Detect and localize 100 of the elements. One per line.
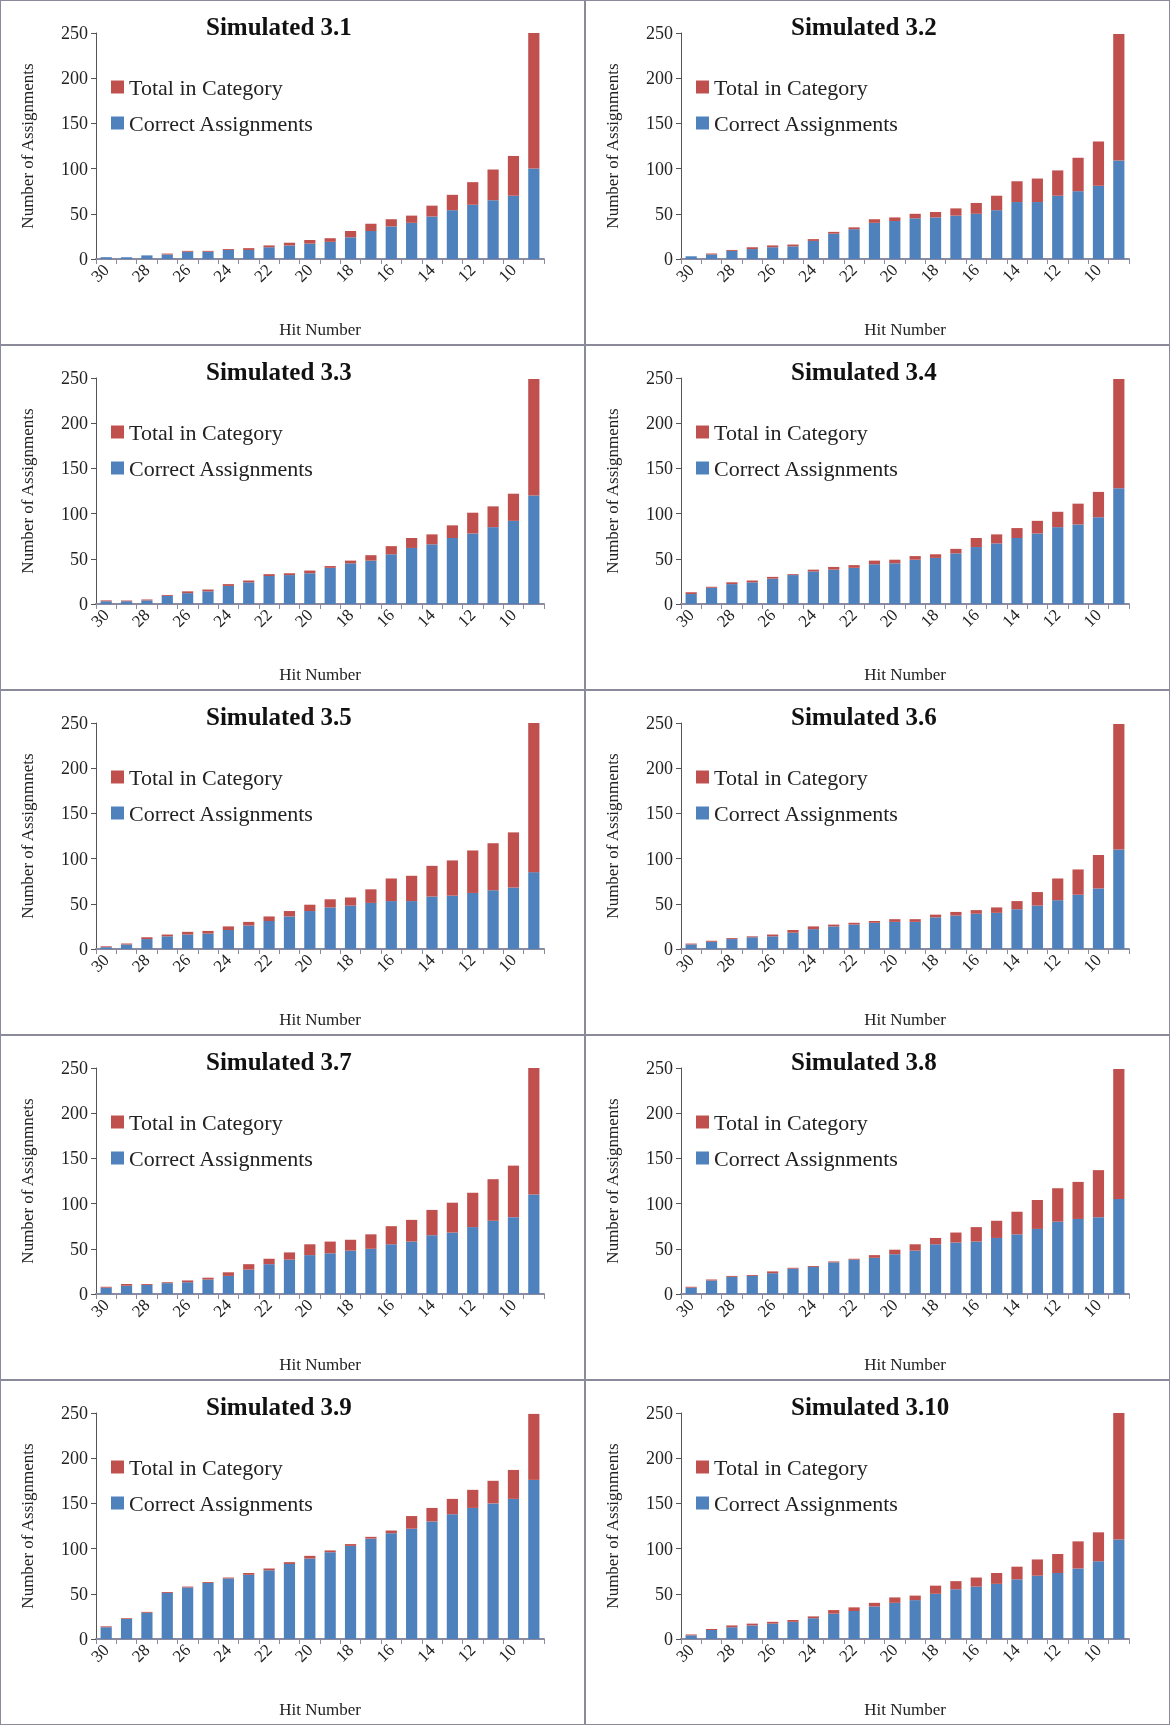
bar (929, 211, 942, 218)
x-tick-label: 20 (291, 950, 317, 976)
bar (202, 251, 214, 259)
bar (1113, 1413, 1125, 1540)
bar (467, 512, 479, 534)
x-tick-label: 20 (876, 950, 902, 976)
y-tick-label: 150 (61, 1148, 88, 1169)
bar (487, 200, 499, 259)
y-tick-label: 100 (646, 848, 673, 869)
bar (1113, 849, 1125, 949)
bar (161, 595, 173, 604)
bar (787, 932, 799, 949)
bar (950, 208, 962, 216)
bar (929, 1244, 942, 1294)
bar (1011, 181, 1023, 203)
bar (446, 1232, 458, 1294)
y-tick-label: 250 (646, 1403, 673, 1423)
x-tick-label: 26 (168, 1640, 195, 1666)
bar (848, 924, 860, 949)
bar (705, 941, 718, 949)
y-tick-label: 150 (646, 113, 673, 134)
x-tick-label: 10 (1079, 1295, 1106, 1321)
x-tick-label: 30 (672, 260, 698, 286)
bar (324, 241, 336, 259)
bar (182, 1587, 194, 1639)
bar (365, 560, 377, 604)
bar (263, 1570, 275, 1639)
bar (406, 547, 418, 604)
bar (746, 582, 758, 604)
x-tick-label: 28 (713, 1640, 739, 1666)
bar (507, 155, 520, 196)
chart-title: Simulated 3.4 (791, 358, 938, 385)
bar (848, 565, 860, 568)
bar (202, 591, 214, 604)
bar (182, 1282, 194, 1294)
bar (909, 559, 921, 604)
bar (807, 929, 819, 949)
bar (344, 230, 357, 238)
y-tick-label: 0 (79, 939, 88, 959)
bar (950, 1232, 962, 1243)
x-tick-label: 22 (250, 1295, 276, 1321)
bar (446, 860, 458, 896)
x-tick-label: 18 (916, 260, 943, 286)
x-tick-label: 26 (168, 260, 195, 286)
bar (685, 944, 697, 949)
bar (263, 1258, 275, 1265)
bar (950, 1581, 962, 1590)
bar (406, 875, 418, 902)
bar (868, 222, 881, 259)
x-tick-label: 14 (998, 949, 1025, 976)
bar (1031, 905, 1043, 949)
bar (426, 1507, 438, 1522)
bar (991, 195, 1003, 211)
bar (1031, 178, 1043, 203)
bar (889, 221, 901, 259)
legend-label: Total in Category (714, 1109, 868, 1135)
bar (970, 202, 982, 214)
legend-label: Total in Category (714, 74, 868, 100)
x-tick-label: 30 (672, 1295, 698, 1321)
x-tick-label: 20 (876, 260, 902, 286)
bar (467, 1489, 479, 1508)
bar (787, 246, 799, 259)
y-tick-label: 100 (61, 1538, 88, 1559)
bar (848, 1607, 860, 1611)
y-tick-label: 50 (70, 1238, 88, 1259)
bar (685, 1287, 697, 1294)
x-tick-label: 30 (87, 950, 113, 976)
x-tick-label: 18 (331, 260, 358, 286)
legend-label: Total in Category (714, 419, 868, 445)
legend-label: Total in Category (129, 1454, 283, 1480)
y-tick-label: 200 (646, 758, 673, 779)
bar (426, 896, 438, 949)
y-tick-label: 150 (61, 803, 88, 824)
bar (746, 1625, 758, 1639)
y-tick-label: 250 (61, 23, 88, 43)
bar (344, 237, 357, 259)
bar (344, 905, 357, 949)
y-tick-label: 50 (655, 893, 673, 914)
x-tick-label: 20 (876, 1640, 902, 1666)
bar (304, 904, 316, 912)
bar (828, 1613, 840, 1639)
bar (970, 538, 982, 548)
chart-title: Simulated 3.6 (791, 703, 937, 730)
bar (385, 546, 397, 555)
bar (1092, 1561, 1105, 1639)
bar (283, 1252, 296, 1260)
bar (868, 1606, 881, 1639)
bar (304, 1558, 316, 1639)
bar (950, 911, 962, 916)
bar (487, 890, 499, 949)
bar (970, 1227, 982, 1242)
bar (222, 1578, 234, 1639)
bar (141, 939, 153, 949)
y-tick-label: 100 (61, 158, 88, 179)
bar (889, 1602, 901, 1639)
bar (868, 1257, 881, 1294)
bar (991, 210, 1003, 259)
x-tick-label: 10 (1079, 260, 1106, 286)
bar (467, 204, 479, 259)
bar (1092, 1532, 1105, 1562)
